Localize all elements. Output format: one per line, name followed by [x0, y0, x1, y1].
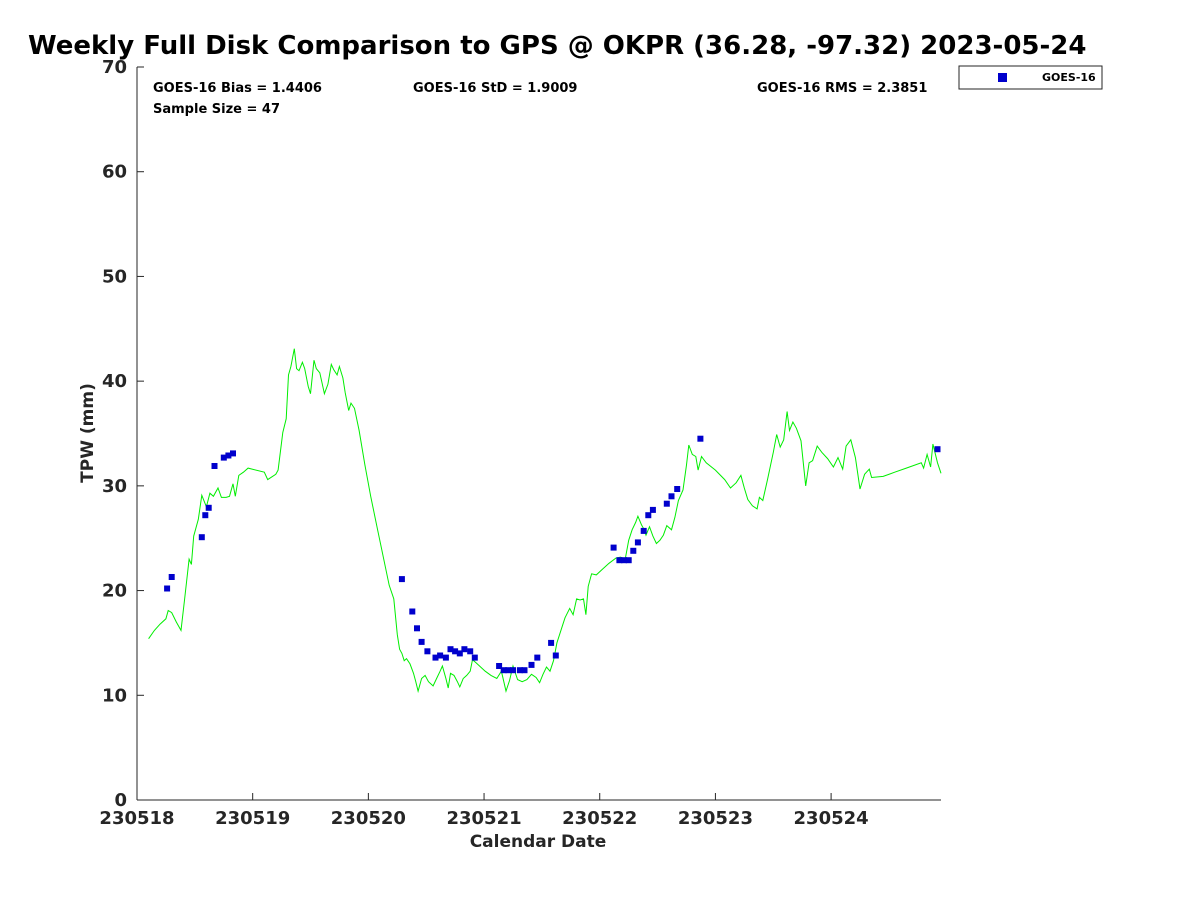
goes16-point-13 [424, 648, 431, 655]
y-axis-label: TPW (mm) [78, 383, 98, 483]
goes16-point-1 [168, 574, 175, 580]
goes16-point-7 [225, 452, 232, 459]
goes16-point-15 [437, 652, 444, 659]
goes16-point-44 [674, 486, 681, 492]
goes16-point-19 [456, 650, 463, 657]
goes16-point-8 [230, 450, 236, 457]
goes16-point-45 [697, 435, 704, 442]
goes16-point-12 [418, 638, 425, 645]
plot-area [148, 348, 942, 694]
goes16-point-0 [164, 585, 171, 592]
goes16-point-21 [467, 648, 474, 655]
goes16-point-10 [409, 608, 416, 615]
goes16-point-16 [442, 654, 449, 661]
x-axis-ticks: 230518 230519 230520 230521 230522 230523 2305… [99, 793, 869, 829]
goes16-point-32 [552, 652, 559, 659]
y-tick-label-7: 70 [102, 57, 127, 78]
goes16-point-24 [500, 667, 507, 674]
goes16-point-5 [211, 463, 218, 469]
goes16-point-39 [640, 527, 647, 534]
x-tick-label-0: 230518 [99, 808, 174, 829]
goes16-point-38 [634, 539, 641, 546]
legend: GOES-16 [958, 65, 1103, 90]
goes16-point-23 [496, 663, 503, 669]
legend-marker-goes16 [998, 73, 1007, 82]
y-tick-label-6: 60 [102, 162, 127, 183]
goes16-point-43 [668, 493, 675, 500]
goes16-point-35 [621, 557, 627, 564]
y-axis-ticks: 0 10 20 30 40 50 60 70 [102, 57, 144, 811]
goes16-point-31 [548, 639, 555, 646]
goes16-point-37 [630, 547, 637, 554]
goes16-point-layer [164, 435, 941, 674]
gps-line [148, 348, 942, 694]
goes16-point-26 [510, 667, 516, 674]
goes16-point-27 [516, 667, 523, 674]
goes16-point-17 [447, 646, 454, 653]
legend-label-goes16: GOES-16 [1042, 71, 1096, 84]
x-tick-label-1: 230519 [215, 808, 290, 829]
goes16-point-33 [610, 544, 617, 551]
goes16-point-46 [934, 446, 941, 453]
y-tick-label-2: 20 [102, 581, 127, 602]
x-tick-label-4: 230522 [562, 808, 637, 829]
goes16-point-42 [663, 500, 670, 507]
goes16-point-29 [528, 661, 535, 668]
goes16-point-30 [534, 654, 541, 661]
x-tick-label-3: 230521 [446, 808, 521, 829]
goes16-point-14 [432, 654, 439, 661]
x-axis-label: Calendar Date [470, 832, 607, 852]
goes16-point-20 [461, 646, 468, 653]
x-tick-label-2: 230520 [331, 808, 406, 829]
bias-stat: GOES-16 Bias = 1.4406 [153, 81, 322, 96]
goes16-point-4 [205, 504, 212, 511]
goes16-point-9 [398, 576, 405, 583]
goes16-point-6 [220, 454, 227, 461]
gps-line-layer [148, 348, 942, 694]
goes16-point-34 [616, 557, 623, 564]
goes16-point-40 [645, 512, 652, 519]
y-tick-label-1: 10 [102, 685, 127, 706]
goes16-point-36 [625, 557, 632, 564]
goes16-point-11 [414, 625, 420, 632]
goes16-point-25 [505, 667, 512, 674]
y-tick-label-3: 30 [102, 476, 127, 497]
x-tick-label-5: 230523 [678, 808, 753, 829]
std-stat: GOES-16 StD = 1.9009 [413, 81, 577, 96]
y-tick-label-0: 0 [114, 790, 127, 811]
goes16-point-28 [521, 667, 528, 674]
goes16-point-18 [452, 648, 459, 655]
goes16-point-3 [202, 512, 209, 519]
x-tick-label-6: 230524 [794, 808, 869, 829]
y-tick-label-4: 40 [102, 371, 127, 392]
sample-size-stat: Sample Size = 47 [153, 102, 280, 117]
y-tick-label-5: 50 [102, 266, 127, 287]
chart-title: Weekly Full Disk Comparison to GPS @ OKP… [28, 31, 1086, 61]
goes16-point-2 [198, 534, 205, 541]
plot-frame [137, 67, 941, 800]
goes16-point-22 [471, 654, 478, 661]
rms-stat: GOES-16 RMS = 2.3851 [757, 81, 927, 96]
legend-box [958, 65, 1103, 90]
goes16-point-41 [649, 506, 656, 513]
